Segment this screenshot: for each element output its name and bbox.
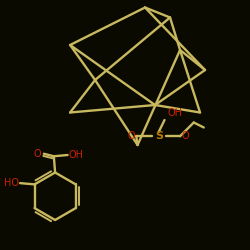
Text: O: O bbox=[33, 149, 41, 159]
Text: HO: HO bbox=[4, 178, 19, 188]
Text: OH: OH bbox=[167, 108, 182, 118]
Text: S: S bbox=[155, 131, 163, 141]
Text: O: O bbox=[181, 131, 189, 141]
Text: OH: OH bbox=[68, 150, 83, 160]
Text: O: O bbox=[128, 131, 135, 141]
